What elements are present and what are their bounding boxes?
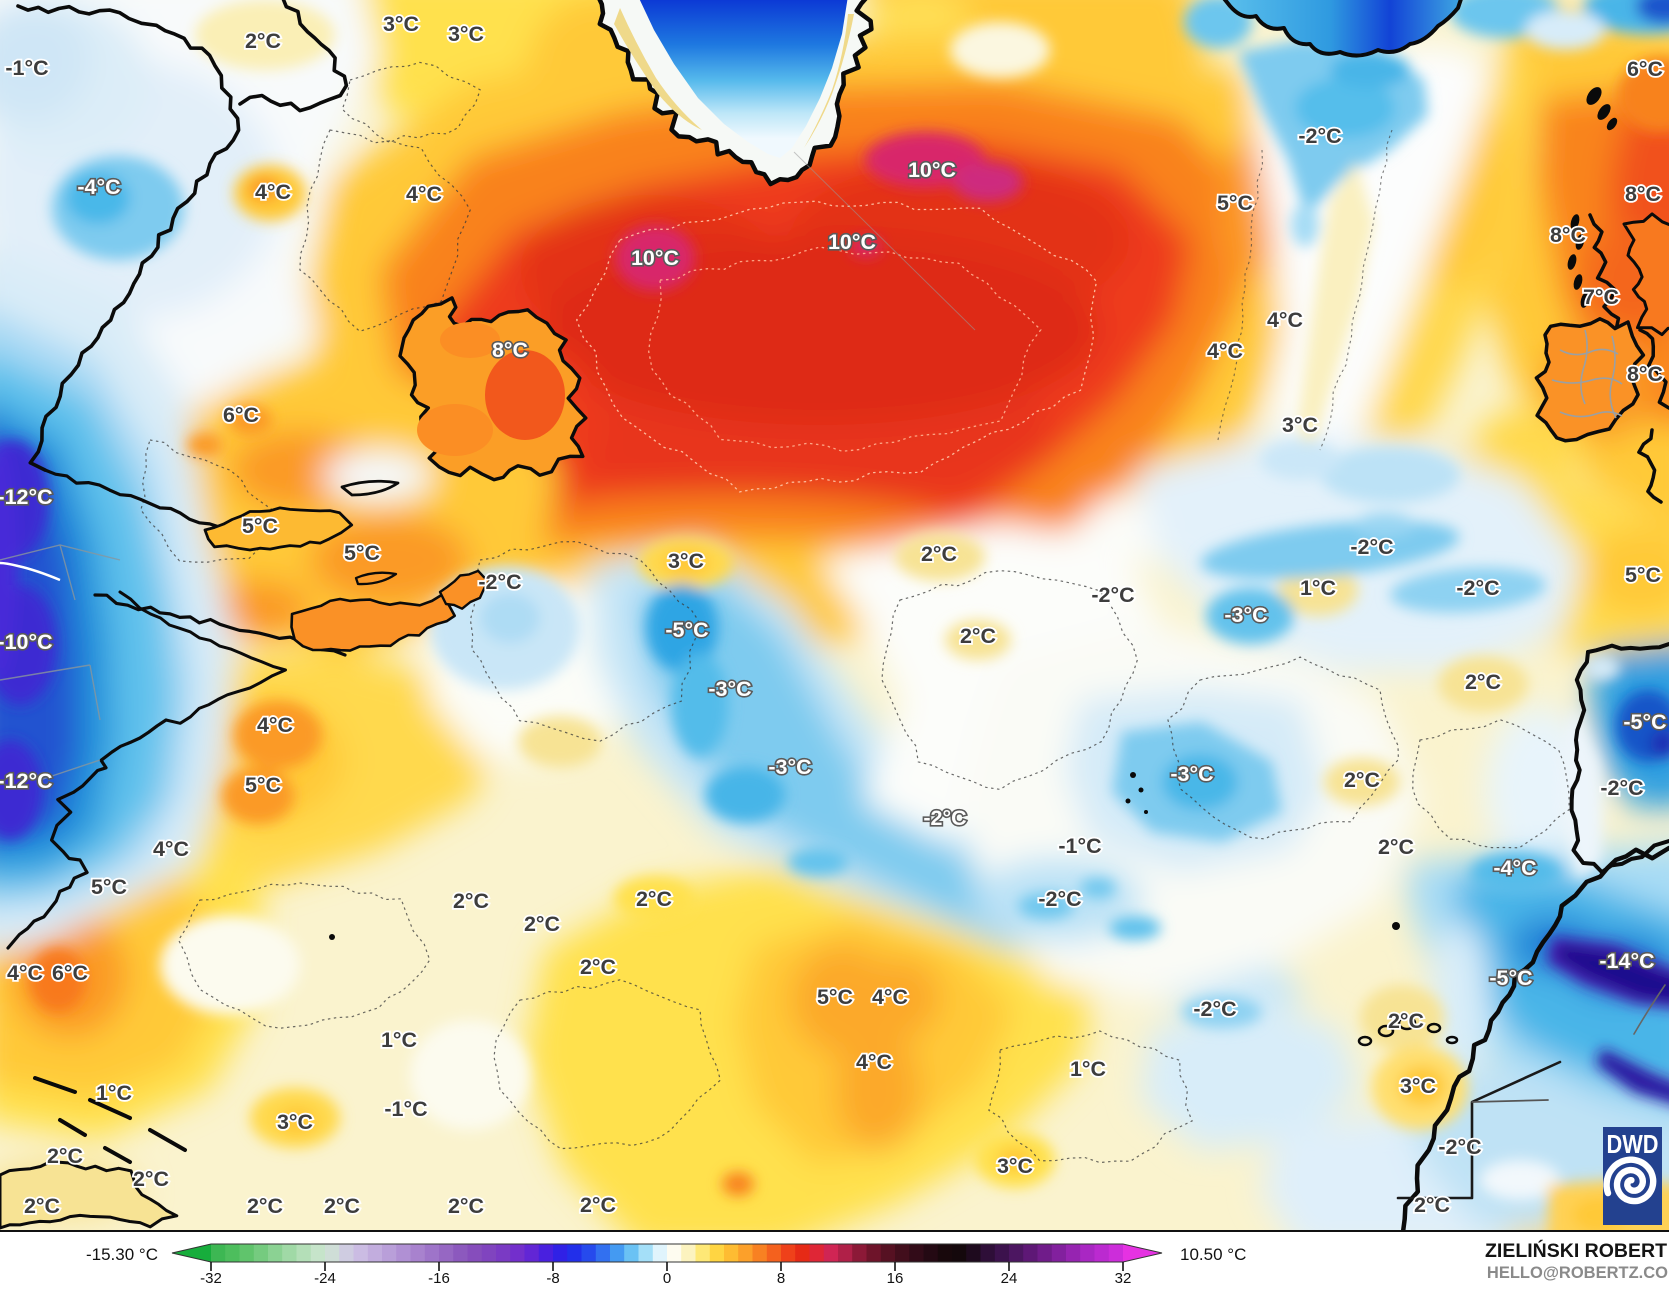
svg-text:3°C: 3°C xyxy=(448,22,484,46)
svg-text:8°C: 8°C xyxy=(1550,223,1586,247)
svg-text:-12°C: -12°C xyxy=(0,485,53,509)
svg-text:-2°C: -2°C xyxy=(1438,1135,1481,1159)
svg-text:6°C: 6°C xyxy=(223,403,259,427)
svg-text:-2°C: -2°C xyxy=(1456,576,1499,600)
svg-text:4°C: 4°C xyxy=(1207,339,1243,363)
svg-text:7°C: 7°C xyxy=(1583,285,1619,309)
svg-text:-1°C: -1°C xyxy=(5,56,48,80)
svg-text:10°C: 10°C xyxy=(828,230,876,254)
svg-text:5°C: 5°C xyxy=(245,773,281,797)
svg-text:2°C: 2°C xyxy=(245,29,281,53)
svg-text:1°C: 1°C xyxy=(381,1028,417,1052)
svg-text:2°C: 2°C xyxy=(580,1193,616,1217)
svg-text:-4°C: -4°C xyxy=(77,175,120,199)
svg-text:4°C: 4°C xyxy=(856,1050,892,1074)
svg-text:-3°C: -3°C xyxy=(1224,603,1267,627)
svg-text:-2°C: -2°C xyxy=(1091,583,1134,607)
svg-text:2°C: 2°C xyxy=(324,1194,360,1218)
svg-text:DWD: DWD xyxy=(1607,1129,1659,1159)
svg-text:0: 0 xyxy=(663,1270,671,1287)
svg-text:6°C: 6°C xyxy=(52,961,88,985)
svg-text:2°C: 2°C xyxy=(453,889,489,913)
svg-text:1°C: 1°C xyxy=(1300,576,1336,600)
svg-text:1°C: 1°C xyxy=(1070,1057,1106,1081)
svg-text:-12°C: -12°C xyxy=(0,769,53,793)
svg-text:5°C: 5°C xyxy=(242,514,278,538)
svg-text:2°C: 2°C xyxy=(636,887,672,911)
svg-text:HELLO@ROBERTZ.CO: HELLO@ROBERTZ.CO xyxy=(1487,1264,1668,1282)
svg-text:10°C: 10°C xyxy=(908,158,956,182)
svg-text:4°C: 4°C xyxy=(153,837,189,861)
svg-text:-2°C: -2°C xyxy=(1298,124,1341,148)
svg-text:2°C: 2°C xyxy=(1344,768,1380,792)
svg-text:-2°C: -2°C xyxy=(923,806,966,830)
svg-text:2°C: 2°C xyxy=(921,542,957,566)
svg-text:5°C: 5°C xyxy=(1625,563,1661,587)
svg-text:8°C: 8°C xyxy=(1625,182,1661,206)
svg-text:-2°C: -2°C xyxy=(1350,535,1393,559)
svg-text:-2°C: -2°C xyxy=(478,570,521,594)
svg-text:10°C: 10°C xyxy=(631,246,679,270)
svg-text:-3°C: -3°C xyxy=(1170,762,1213,786)
svg-text:-5°C: -5°C xyxy=(665,618,708,642)
svg-text:5°C: 5°C xyxy=(91,875,127,899)
svg-text:3°C: 3°C xyxy=(383,12,419,36)
svg-text:-5°C: -5°C xyxy=(1489,966,1532,990)
svg-text:8°C: 8°C xyxy=(492,338,528,362)
svg-text:3°C: 3°C xyxy=(277,1110,313,1134)
svg-text:-3°C: -3°C xyxy=(768,755,811,779)
svg-text:2°C: 2°C xyxy=(960,624,996,648)
svg-text:3°C: 3°C xyxy=(668,549,704,573)
svg-text:-32: -32 xyxy=(200,1270,222,1287)
svg-text:3°C: 3°C xyxy=(997,1154,1033,1178)
svg-text:2°C: 2°C xyxy=(1465,670,1501,694)
svg-text:-14°C: -14°C xyxy=(1599,949,1654,973)
svg-text:2°C: 2°C xyxy=(1388,1009,1424,1033)
svg-text:-8: -8 xyxy=(546,1270,559,1287)
svg-text:8: 8 xyxy=(777,1270,785,1287)
svg-text:4°C: 4°C xyxy=(257,713,293,737)
svg-text:5°C: 5°C xyxy=(344,541,380,565)
svg-text:4°C: 4°C xyxy=(7,961,43,985)
svg-text:-2°C: -2°C xyxy=(1038,887,1081,911)
svg-text:3°C: 3°C xyxy=(1400,1074,1436,1098)
svg-text:-2°C: -2°C xyxy=(1193,997,1236,1021)
svg-text:-24: -24 xyxy=(314,1270,336,1287)
svg-text:2°C: 2°C xyxy=(448,1194,484,1218)
svg-text:3°C: 3°C xyxy=(1282,413,1318,437)
svg-text:ZIELIŃSKI ROBERT: ZIELIŃSKI ROBERT xyxy=(1485,1239,1667,1262)
svg-text:5°C: 5°C xyxy=(1217,191,1253,215)
svg-text:16: 16 xyxy=(887,1270,904,1287)
svg-text:2°C: 2°C xyxy=(1414,1193,1450,1217)
svg-text:-2°C: -2°C xyxy=(1600,776,1643,800)
svg-text:-1°C: -1°C xyxy=(1058,834,1101,858)
svg-text:2°C: 2°C xyxy=(524,912,560,936)
svg-text:2°C: 2°C xyxy=(247,1194,283,1218)
svg-text:1°C: 1°C xyxy=(96,1081,132,1105)
svg-text:10.50 °C: 10.50 °C xyxy=(1180,1245,1246,1264)
svg-text:2°C: 2°C xyxy=(24,1194,60,1218)
svg-text:-5°C: -5°C xyxy=(1623,710,1666,734)
svg-text:8°C: 8°C xyxy=(1627,362,1663,386)
svg-text:2°C: 2°C xyxy=(133,1167,169,1191)
svg-text:2°C: 2°C xyxy=(580,955,616,979)
svg-text:-1°C: -1°C xyxy=(384,1097,427,1121)
svg-text:-3°C: -3°C xyxy=(708,677,751,701)
svg-text:32: 32 xyxy=(1115,1270,1132,1287)
svg-text:-16: -16 xyxy=(428,1270,450,1287)
svg-text:2°C: 2°C xyxy=(47,1144,83,1168)
svg-text:4°C: 4°C xyxy=(255,180,291,204)
svg-text:6°C: 6°C xyxy=(1627,57,1663,81)
svg-text:4°C: 4°C xyxy=(406,182,442,206)
svg-text:-4°C: -4°C xyxy=(1493,856,1536,880)
svg-text:4°C: 4°C xyxy=(1267,308,1303,332)
svg-text:24: 24 xyxy=(1001,1270,1018,1287)
svg-text:-10°C: -10°C xyxy=(0,630,53,654)
svg-text:2°C: 2°C xyxy=(1378,835,1414,859)
svg-text:5°C: 5°C xyxy=(817,985,853,1009)
svg-text:4°C: 4°C xyxy=(872,985,908,1009)
svg-text:-15.30 °C: -15.30 °C xyxy=(86,1245,158,1264)
